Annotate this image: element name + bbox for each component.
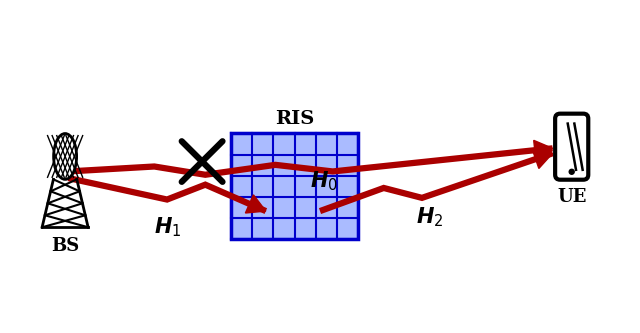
Text: BS: BS bbox=[51, 237, 79, 255]
Text: UE: UE bbox=[557, 187, 586, 206]
FancyBboxPatch shape bbox=[555, 114, 588, 180]
Text: RIS: RIS bbox=[275, 110, 314, 128]
Ellipse shape bbox=[54, 134, 77, 179]
Polygon shape bbox=[532, 150, 552, 168]
Polygon shape bbox=[534, 140, 552, 160]
Text: $\boldsymbol{H}_0$: $\boldsymbol{H}_0$ bbox=[310, 169, 339, 193]
Polygon shape bbox=[245, 195, 266, 213]
Text: $\boldsymbol{H}_1$: $\boldsymbol{H}_1$ bbox=[154, 216, 182, 239]
Polygon shape bbox=[231, 134, 358, 239]
Text: $\boldsymbol{H}_2$: $\boldsymbol{H}_2$ bbox=[415, 206, 443, 229]
Circle shape bbox=[569, 169, 574, 174]
